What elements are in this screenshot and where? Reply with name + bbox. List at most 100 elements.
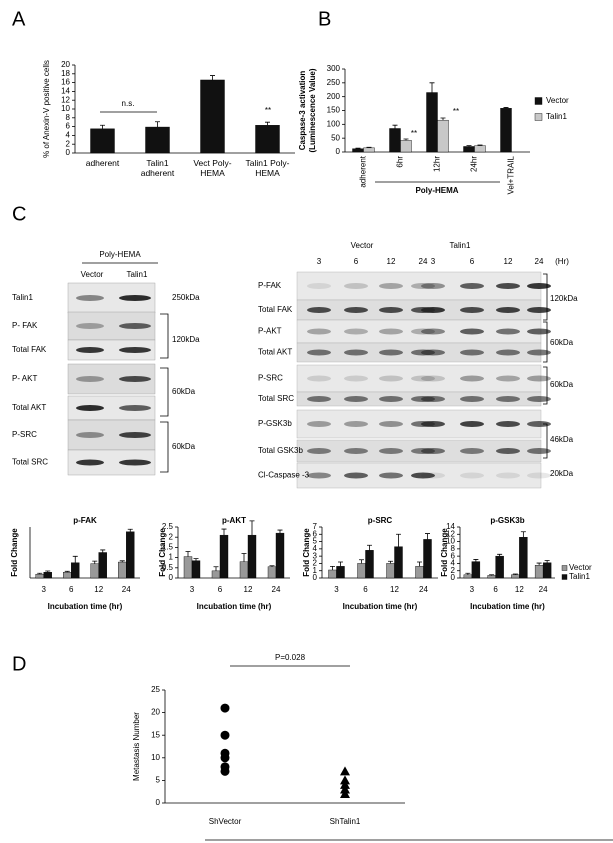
bar [511, 574, 520, 579]
x-tick-label: Vect Poly-HEMA [193, 158, 232, 178]
blot-band [460, 448, 484, 454]
blot-band [460, 283, 484, 289]
blot-band [307, 448, 331, 454]
x-tick-label: 3 [190, 585, 195, 594]
row-label: P- AKT [12, 374, 37, 383]
blot-band [460, 421, 484, 427]
y-tick-label: 0 [66, 148, 71, 157]
bar [534, 565, 544, 579]
bar [43, 572, 52, 579]
y-tick-label: 200 [327, 92, 341, 101]
row-label: P-FAK [258, 281, 282, 290]
y-axis-label: (Luminescence Value) [308, 68, 317, 152]
blot-band [527, 349, 551, 356]
error-bar [338, 561, 343, 567]
y-tick-label: 12 [61, 95, 70, 104]
x-axis-label: Incubation time (hr) [48, 602, 123, 611]
error-bar [425, 533, 430, 540]
x-tick-label: 12 [390, 585, 399, 594]
lane-label: Vector [81, 270, 104, 279]
error-bar [249, 520, 255, 536]
error-bar [429, 82, 435, 93]
blot-strip [67, 339, 156, 361]
blot-band [379, 375, 403, 382]
x-tick-label: adherent [85, 158, 120, 168]
error-bar [544, 560, 550, 563]
bar [63, 572, 72, 579]
bar [389, 128, 401, 153]
chart-title: p-GSK3b [490, 516, 524, 525]
error-bar [417, 561, 422, 567]
y-tick-label: 20 [61, 60, 70, 69]
blot-band [119, 347, 151, 353]
bar [191, 560, 201, 579]
size-label: 60kDa [550, 338, 574, 347]
y-tick-label: 4 [313, 544, 318, 553]
y-tick-label: 6 [451, 551, 456, 560]
blot-band [307, 472, 331, 479]
error-bar [277, 529, 283, 534]
error-bar [265, 121, 270, 126]
bar [357, 563, 366, 579]
error-bar [489, 574, 495, 576]
bar [426, 92, 438, 153]
x-tick-label: Talin1 adherent [140, 158, 175, 178]
bar [239, 561, 249, 579]
blot-band [421, 396, 445, 402]
panel-label: A [12, 8, 26, 30]
y-tick-label: 10 [446, 537, 455, 546]
blot-band [307, 375, 331, 382]
time-unit: (Hr) [555, 257, 569, 266]
blot-band [344, 472, 368, 479]
bracket [543, 366, 548, 405]
blot-band [344, 421, 368, 427]
error-bar [392, 124, 398, 129]
annotation: ** [453, 107, 459, 116]
bar [519, 537, 528, 579]
error-bar [221, 528, 227, 536]
x-tick-label: 12 [94, 585, 103, 594]
blot-band [379, 472, 403, 479]
blot-band [421, 421, 445, 427]
bar [200, 79, 225, 154]
bar [463, 574, 473, 579]
blot-band [344, 375, 368, 382]
error-bar [396, 533, 401, 547]
size-label: 60kDa [550, 380, 574, 389]
data-point [340, 788, 350, 798]
row-label: Total GSK3b [258, 446, 303, 455]
row-label: Total SRC [258, 394, 294, 403]
x-tick-label: 24 [272, 585, 281, 594]
bar [463, 146, 475, 153]
x-tick-label: 24 [539, 585, 548, 594]
blot-band [379, 421, 403, 427]
bracket [543, 273, 548, 321]
blot-band [307, 349, 331, 356]
error-bar [465, 572, 471, 575]
bar [474, 145, 486, 153]
x-tick-label: 12 [244, 585, 253, 594]
bar [471, 561, 481, 579]
time-label: 24 [535, 257, 544, 266]
error-bar [512, 573, 518, 575]
size-label: 120kDa [550, 294, 578, 303]
blot-band [421, 448, 445, 454]
row-label: Talin1 [12, 293, 33, 302]
y-tick-label: 3 [313, 551, 318, 560]
bar [394, 546, 403, 579]
x-tick-label: 12 [515, 585, 524, 594]
blot-band [344, 283, 368, 289]
y-tick-label: 8 [451, 544, 456, 553]
blot-band [76, 405, 104, 411]
y-tick-label: 2.5 [162, 522, 174, 531]
blot-band [496, 448, 520, 454]
error-bar [503, 107, 509, 109]
blot-band [76, 347, 104, 353]
blot-band [527, 448, 551, 454]
error-bar [355, 147, 361, 149]
y-axis-label: Fold Change [10, 528, 19, 577]
bracket [543, 423, 548, 459]
chart-title: p-AKT [222, 516, 246, 525]
row-label: P-GSK3b [258, 419, 292, 428]
group-label: Poly-HEMA [415, 186, 458, 195]
